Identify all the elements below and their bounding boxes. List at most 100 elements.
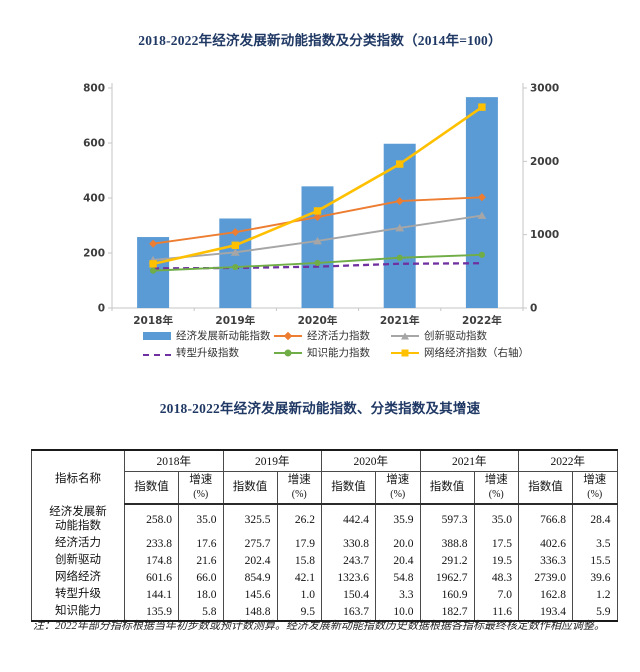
- table-cell: 1962.7: [419, 569, 475, 586]
- table-cell: 258.0: [124, 504, 179, 535]
- table-cell: 26.2: [276, 504, 322, 535]
- x-axis-label: 2020年: [298, 314, 338, 325]
- table-cell: 35.0: [473, 504, 519, 535]
- legend-line-swatch: [274, 347, 302, 358]
- marker-创新驱动指数: [477, 211, 487, 219]
- table-cell: 243.7: [321, 552, 376, 569]
- table-cell: 7.0: [473, 586, 519, 603]
- table-cell: 5.8: [178, 603, 224, 621]
- chart-legend: 经济发展新动能指数 经济活力指数 创新驱动指数转型升级指数 知识能力指数 网络经济指数（…: [143, 327, 633, 361]
- marker-知识能力指数: [478, 251, 485, 258]
- table-cell: 135.9: [124, 603, 179, 621]
- legend-item-2: 创新驱动指数: [391, 328, 487, 343]
- marker-知识能力指数: [314, 259, 321, 267]
- right-axis-tick-label: 1000: [530, 229, 559, 241]
- legend-item-0: 经济发展新动能指数: [143, 328, 274, 343]
- table-row: 知识能力 135.9 5.8 148.8 9.5 163.7 10.0 182.7 11.6 19…: [31, 603, 618, 621]
- growth-label: 增速: [386, 474, 410, 487]
- table-cell: 160.9: [419, 586, 475, 603]
- table-cell: 42.1: [276, 569, 322, 586]
- table-cell: 1.2: [572, 586, 618, 603]
- table-row: 经济活力 233.8 17.6 275.7 17.9 330.8 20.0 388.8 17.5…: [31, 535, 618, 552]
- table-cell: 601.6: [124, 569, 179, 586]
- subheader-growth: 增速 (%): [178, 471, 224, 505]
- year-header: 2021年: [419, 450, 519, 472]
- row-label: 经济活力: [31, 535, 125, 552]
- table-cell: 2739.0: [518, 569, 573, 586]
- chart-title: 2018-2022年经济发展新动能指数及分类指数（2014年=100）: [138, 33, 502, 48]
- marker-知识能力指数: [150, 267, 157, 274]
- table-cell: 1.0: [276, 586, 322, 603]
- square-marker-icon: [401, 349, 409, 356]
- table-cell: 17.5: [473, 535, 519, 552]
- legend-row-2: 转型升级指数 知识能力指数 网络经济指数（右轴）: [143, 344, 633, 361]
- table-cell: 275.7: [222, 535, 278, 552]
- year-header: 2022年: [518, 450, 618, 472]
- x-axis-label: 2019年: [215, 314, 255, 325]
- table-row: 网络经济 601.6 66.0 854.9 42.1 1323.6 54.8 1962.7 48…: [31, 569, 618, 586]
- table-cell: 66.0: [178, 569, 224, 586]
- subheader-growth: 增速 (%): [276, 471, 322, 505]
- table-cell: 150.4: [321, 586, 376, 603]
- row-label: 创新驱动: [31, 552, 125, 569]
- table-cell: 1323.6: [321, 569, 376, 586]
- marker-创新驱动指数: [313, 236, 322, 245]
- bar-2022年: [465, 97, 498, 308]
- table-cell: 39.6: [572, 569, 618, 586]
- table-cell: 3.5: [572, 535, 618, 552]
- legend-label: 转型升级指数: [176, 348, 239, 359]
- table-cell: 597.3: [419, 504, 475, 535]
- table-cell: 145.6: [222, 586, 278, 603]
- legend-label: 网络经济指数（右轴）: [424, 348, 529, 359]
- table-row: 创新驱动 174.8 21.6 202.4 15.8 243.7 20.4 291.2 19.5…: [31, 552, 618, 569]
- table-cell: 330.8: [321, 535, 376, 552]
- marker-网络经济指数（右轴）: [231, 241, 239, 250]
- table-cell: 28.4: [572, 504, 618, 535]
- x-axis-label: 2018年: [133, 314, 173, 325]
- left-axis-tick-label: 600: [83, 138, 105, 150]
- year-header: 2018年: [124, 450, 224, 472]
- table-cell: 18.0: [178, 586, 224, 603]
- table-cell: 3.3: [375, 586, 421, 603]
- marker-知识能力指数: [396, 254, 403, 261]
- growth-label: 增速: [583, 474, 607, 487]
- growth-unit-label: (%): [291, 488, 307, 500]
- growth-label: 增速: [189, 474, 213, 487]
- table-cell: 336.3: [518, 552, 573, 569]
- triangle-marker-icon: [401, 332, 409, 339]
- subheader-index-value: 指数值: [321, 471, 376, 505]
- legend-row-1: 经济发展新动能指数 经济活力指数 创新驱动指数: [143, 327, 633, 344]
- table-cell: 21.6: [178, 552, 224, 569]
- left-axis-tick-label: 800: [83, 83, 105, 95]
- growth-unit-label: (%): [193, 488, 209, 500]
- left-axis-tick-label: 200: [83, 248, 105, 260]
- right-axis-tick-label: 0: [530, 303, 537, 315]
- subheader-growth: 增速 (%): [572, 471, 618, 505]
- subheader-index-value: 指数值: [419, 471, 475, 505]
- table-cell: 148.8: [222, 603, 278, 621]
- subheader-index-value: 指数值: [222, 471, 278, 505]
- circle-marker-icon: [284, 349, 292, 356]
- table-cell: 15.5: [572, 552, 618, 569]
- table-cell: 162.8: [518, 586, 573, 603]
- legend-dashed-line-swatch: [143, 353, 171, 356]
- legend-bar-swatch: [143, 332, 171, 340]
- legend-label: 创新驱动指数: [424, 331, 487, 342]
- table-cell: 325.5: [222, 504, 278, 535]
- x-axis-label: 2022年: [462, 314, 502, 325]
- row-label: 转型升级: [31, 586, 125, 603]
- legend-item-3: 转型升级指数: [143, 345, 274, 360]
- marker-网络经济指数（右轴）: [478, 103, 486, 111]
- x-axis-label: 2021年: [380, 314, 420, 325]
- corner-header: 指标名称: [31, 450, 125, 504]
- marker-知识能力指数: [232, 263, 239, 271]
- table-cell: 854.9: [222, 569, 278, 586]
- marker-网络经济指数（右轴）: [149, 260, 157, 268]
- legend-label: 知识能力指数: [307, 348, 370, 359]
- row-label: 经济发展新 动能指数: [31, 504, 125, 535]
- table-cell: 17.9: [276, 535, 322, 552]
- subheader-index-value: 指数值: [124, 471, 179, 505]
- table-cell: 766.8: [518, 504, 573, 535]
- table-cell: 19.5: [473, 552, 519, 569]
